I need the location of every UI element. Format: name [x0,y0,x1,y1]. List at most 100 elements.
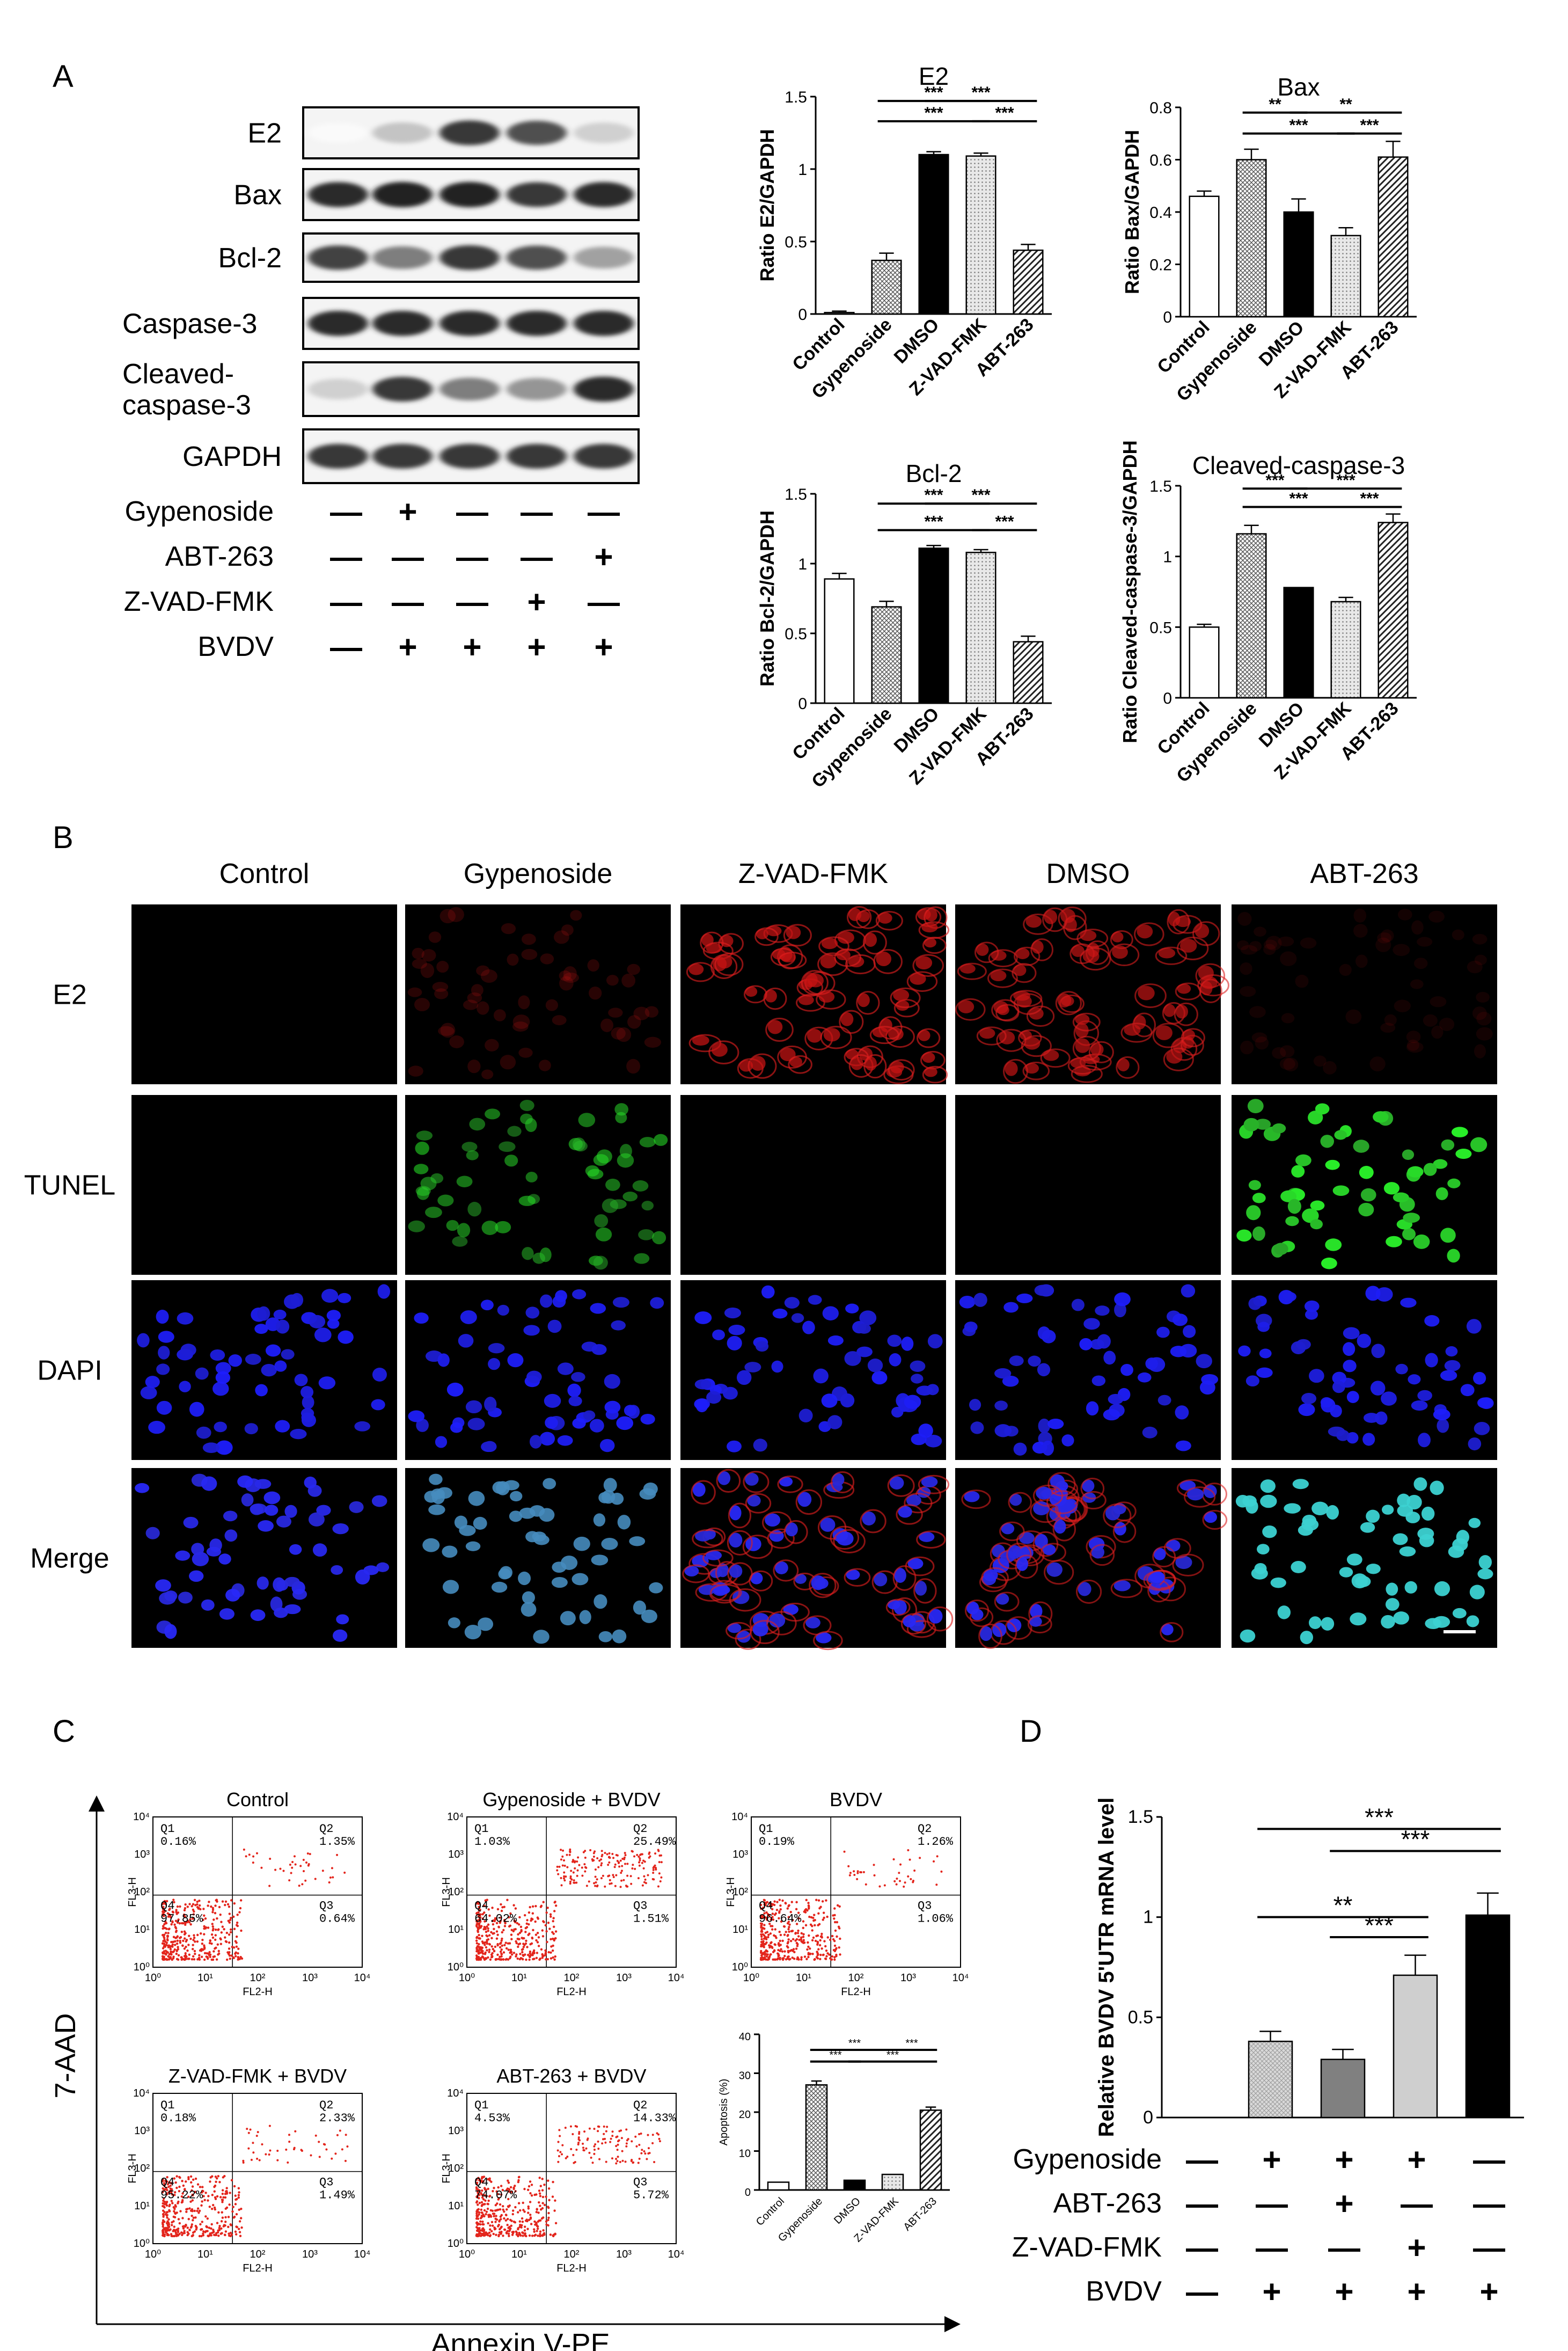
flow-event [768,1946,771,1949]
cell-nucleus [498,1568,511,1580]
cell-nucleus [1476,1012,1492,1026]
flow-event [494,2221,497,2223]
flow-event [206,2226,209,2229]
flow-event [660,1876,663,1879]
flow-event [491,2209,494,2213]
microscopy-column-label: Z-VAD-FMK [738,858,889,889]
blot-band [507,378,567,400]
cell-nucleus [797,1492,812,1507]
cell-nucleus [1323,1061,1337,1075]
flow-event [170,1952,172,1955]
flow-event [536,1941,539,1944]
flow-event [239,1899,243,1902]
flow-event [531,1918,534,1921]
cell-nucleus [874,1572,888,1587]
cell-nucleus [302,1395,314,1410]
flow-event [212,2231,215,2233]
flow-event [500,2185,503,2187]
cell-cytoplasm [1055,991,1082,1016]
flow-event [509,1912,512,1915]
flow-event [478,1927,480,1930]
flow-event [764,1951,766,1953]
flow-event [487,1923,490,1926]
flow-event [539,2185,542,2187]
cell-nucleus [414,998,430,1012]
cell-nucleus [605,1178,620,1191]
flow-event [571,1860,574,1863]
flow-event [235,2225,238,2228]
cell-nucleus [553,930,569,944]
flow-event [528,2234,531,2237]
flow-event [318,2156,321,2158]
cell-cytoplasm [1160,1622,1184,1642]
cell-nucleus [1369,1056,1386,1072]
cell-cytoplasm [682,1564,710,1583]
cell-nucleus [164,1624,177,1639]
flow-event [547,1922,550,1924]
flow-event [831,1955,834,1958]
flow-event [557,1873,560,1875]
treatment-mark: + [1407,2274,1426,2310]
cell-nucleus [1082,1479,1095,1492]
cell-nucleus [499,1141,516,1152]
flow-event [617,2156,619,2158]
flow-event [848,1874,851,1877]
flow-event [228,2232,230,2235]
flow-event [186,2226,189,2229]
y-axis-label: Ratio E2/GAPDH [756,129,778,281]
flow-event [547,2179,549,2182]
flow-event [219,1943,223,1945]
flow-event [643,2150,646,2153]
flow-event [631,2140,633,2143]
flow-event [476,1919,479,1922]
cell-nucleus [408,1220,425,1232]
flow-event [185,1945,187,1948]
microscopy-column-label: Control [219,858,310,889]
cell-nucleus [871,1371,888,1385]
flow-x-tick: 10⁰ [145,2248,161,2260]
flow-event [517,1933,519,1936]
flow-event [307,1864,310,1867]
flow-event [534,2233,537,2236]
cell-nucleus [1240,1629,1256,1643]
flow-event [766,1950,768,1953]
flow-event [766,1931,769,1933]
flow-event [221,2199,224,2201]
cell-nucleus [145,1527,160,1539]
cell-nucleus [225,1588,240,1602]
cell-nucleus [459,1525,476,1536]
flow-event [503,2217,505,2220]
flow-event [165,2211,168,2214]
cell-nucleus [1371,1344,1385,1359]
cell-nucleus [1172,1313,1188,1326]
cell-cytoplasm [1167,909,1190,934]
flow-event [217,2235,220,2237]
flow-event [549,1951,552,1954]
flow-event [512,2187,515,2191]
cell-nucleus [1394,999,1411,1012]
flow-event [794,1932,797,1935]
flow-event [231,1945,233,1948]
cell-nucleus [1375,937,1391,952]
flow-event [163,2184,166,2187]
cell-nucleus [533,1630,549,1644]
cell-cytoplasm [969,1607,994,1627]
flow-event [768,1922,771,1925]
flow-event [787,1916,790,1918]
cell-nucleus [338,1330,354,1344]
flow-event [180,1956,182,1959]
flow-event [804,1924,808,1926]
cell-nucleus [1460,1384,1475,1397]
flow-event [565,1875,567,1878]
flow-event [586,2138,589,2141]
cell-nucleus [979,1626,993,1641]
cell-nucleus [195,1367,209,1380]
flow-event [162,1956,164,1959]
flow-event [803,1955,807,1958]
flow-event [207,1926,210,1929]
flow-event [478,2226,481,2230]
cell-nucleus [241,1493,254,1507]
flow-event [536,2208,538,2210]
flow-event [166,1936,169,1938]
flow-event [800,1932,803,1934]
